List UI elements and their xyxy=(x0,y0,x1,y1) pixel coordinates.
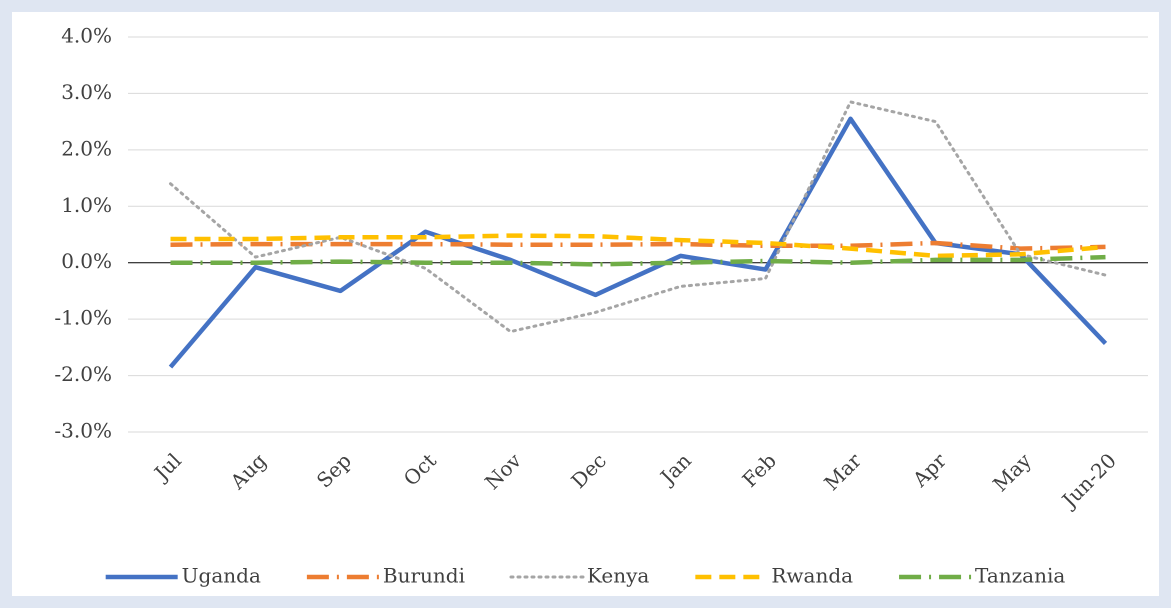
y-tick-label: 1.0% xyxy=(61,193,112,217)
legend-item: Kenya xyxy=(509,564,649,588)
y-tick-label: -3.0% xyxy=(54,419,112,443)
legend-item: Rwanda xyxy=(695,564,853,588)
series-line xyxy=(170,240,1106,251)
legend-item: Burundi xyxy=(306,564,465,588)
legend: Uganda Burundi Kenya Rwanda Tanzania xyxy=(105,564,1065,588)
legend-label: Uganda xyxy=(182,564,261,588)
legend-label: Burundi xyxy=(383,564,465,588)
y-tick-label: 3.0% xyxy=(61,80,112,104)
y-tick-label: -2.0% xyxy=(54,362,112,386)
legend-label: Tanzania xyxy=(975,564,1065,588)
legend-label: Kenya xyxy=(587,564,649,588)
y-tick-label: -1.0% xyxy=(54,306,112,330)
chart-area xyxy=(12,12,1159,596)
series-line xyxy=(169,100,1107,334)
legend-item: Tanzania xyxy=(899,564,1065,588)
legend-item: Uganda xyxy=(105,564,261,588)
series-line xyxy=(170,233,1106,259)
series-line xyxy=(170,254,1106,267)
y-tick-label: 0.0% xyxy=(61,249,112,273)
y-tick-label: 4.0% xyxy=(61,24,112,48)
y-tick-label: 2.0% xyxy=(61,136,112,160)
legend-label: Rwanda xyxy=(771,564,853,588)
